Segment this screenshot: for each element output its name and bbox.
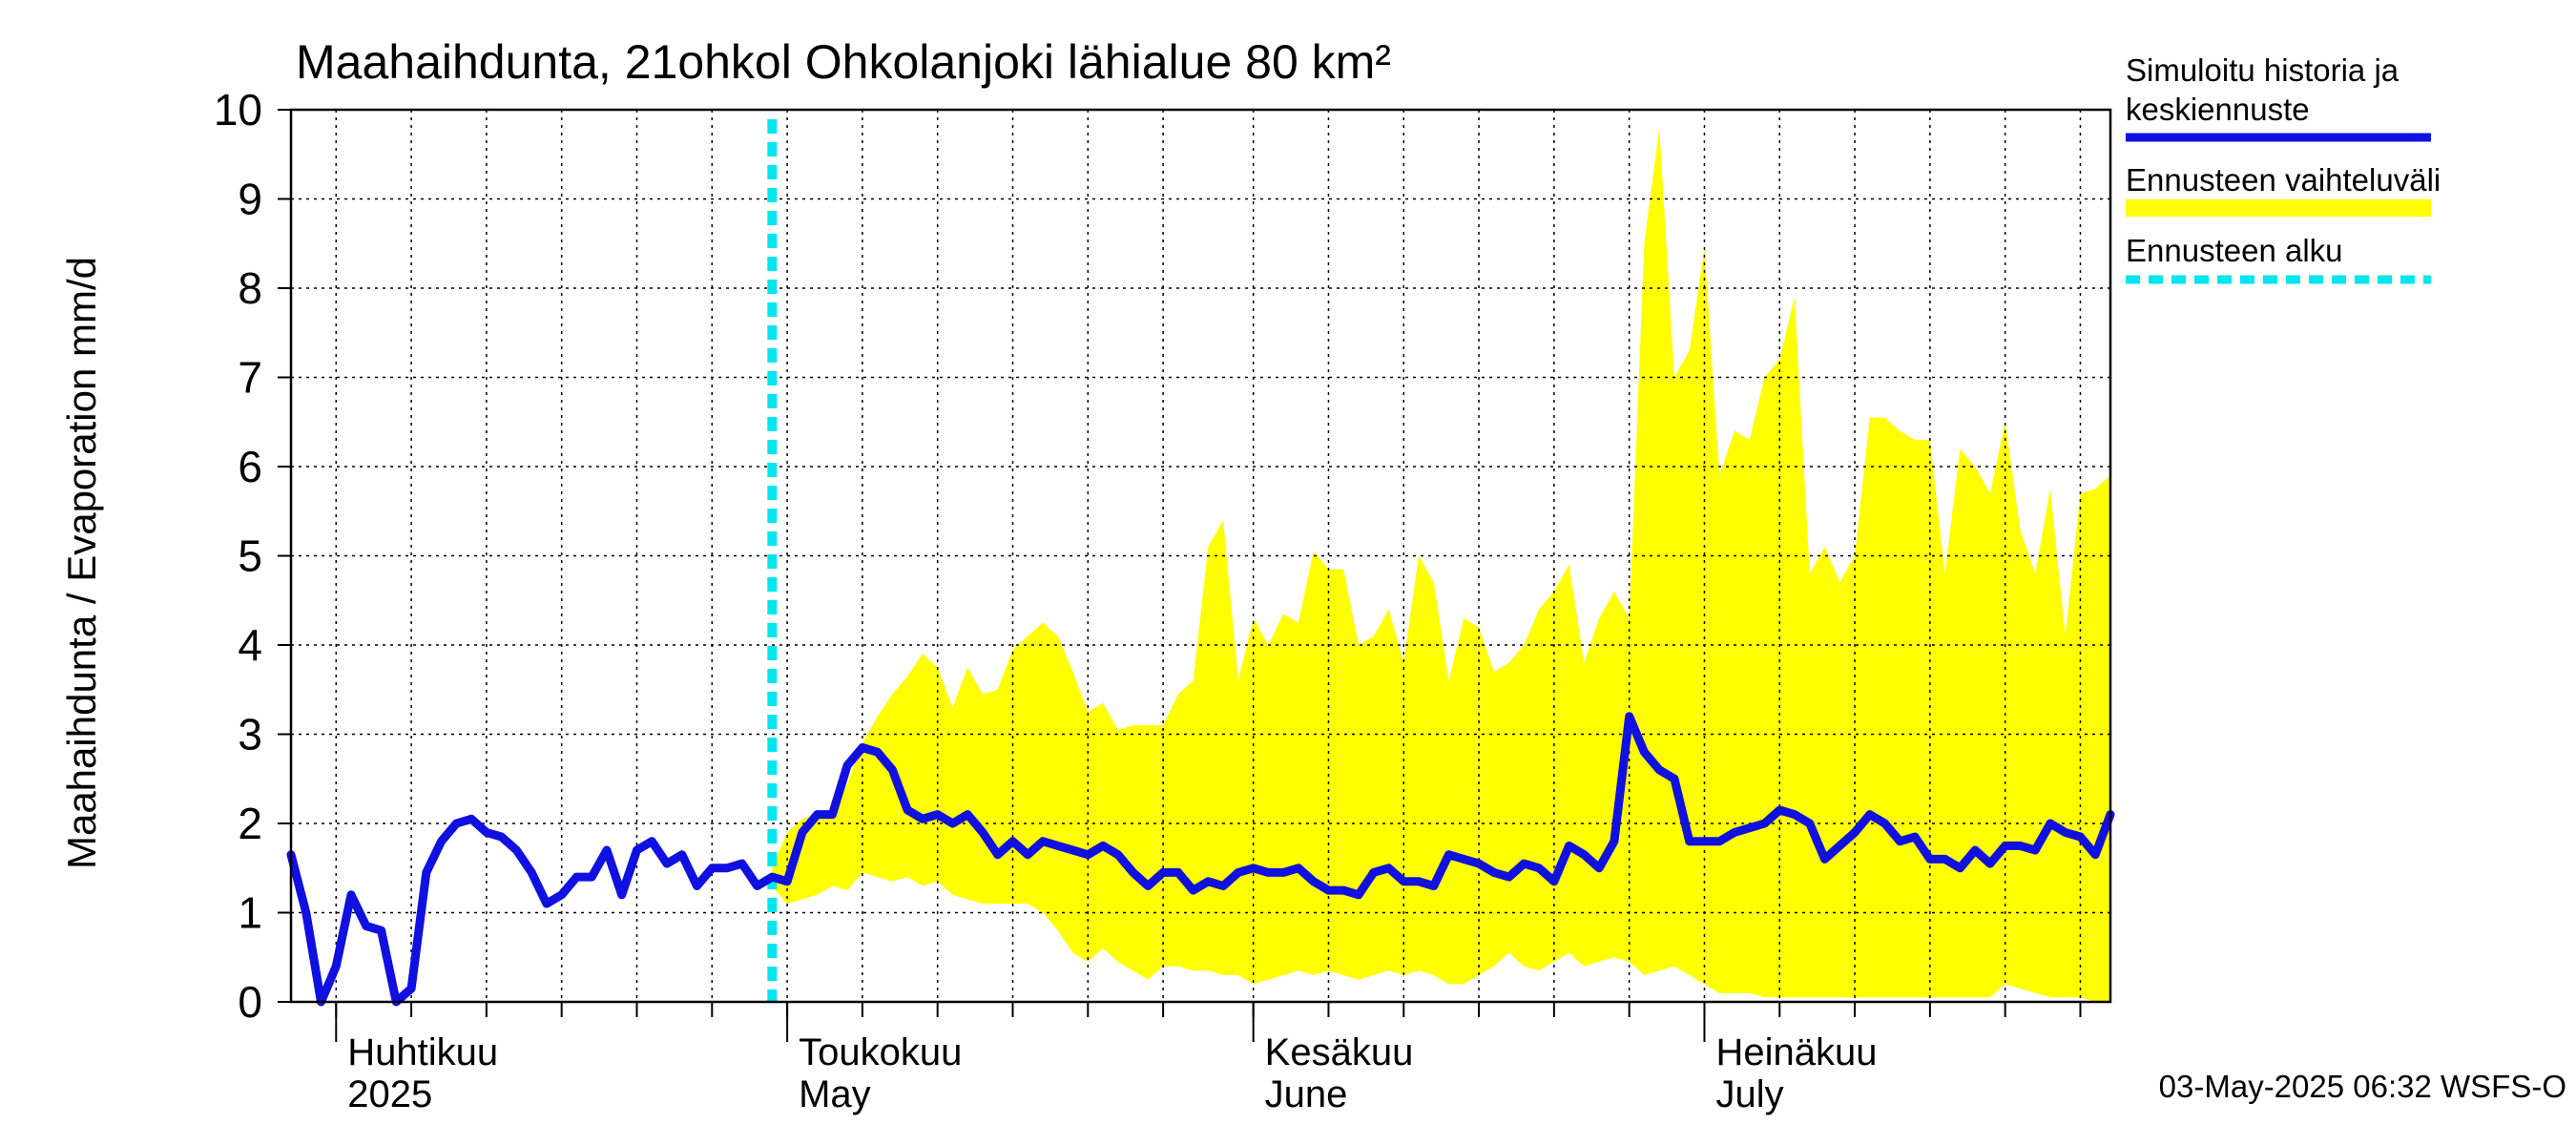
y-tick-label: 7 — [238, 353, 262, 403]
y-tick-label: 9 — [238, 175, 262, 224]
x-month-label: Huhtikuu — [347, 1031, 498, 1073]
x-month-label: Heinäkuu — [1715, 1031, 1877, 1073]
legend-label: keskiennuste — [2126, 92, 2310, 127]
y-tick-label: 5 — [238, 531, 262, 581]
x-month-sublabel: May — [799, 1073, 871, 1115]
legend-swatch-range — [2126, 199, 2431, 217]
chart-title: Maahaihdunta, 21ohkol Ohkolanjoki lähial… — [296, 35, 1391, 89]
y-tick-label: 10 — [214, 85, 262, 135]
y-tick-label: 8 — [238, 263, 262, 313]
y-tick-label: 2 — [238, 799, 262, 848]
forecast-range-band — [772, 127, 2110, 1002]
y-axis-label: Maahaihdunta / Evaporation mm/d — [59, 257, 104, 869]
y-tick-label: 4 — [238, 620, 262, 670]
x-month-sublabel: June — [1265, 1073, 1348, 1115]
x-month-sublabel: July — [1715, 1073, 1783, 1115]
x-month-label: Kesäkuu — [1265, 1031, 1414, 1073]
y-tick-label: 1 — [238, 888, 262, 938]
legend-label: Ennusteen alku — [2126, 233, 2343, 268]
y-tick-label: 3 — [238, 710, 262, 760]
legend-label: Ennusteen vaihteluväli — [2126, 162, 2441, 198]
legend-label: Simuloitu historia ja — [2126, 52, 2399, 88]
mean-forecast-line — [286, 712, 2115, 1007]
y-tick-label: 6 — [238, 442, 262, 491]
y-tick-label: 0 — [238, 977, 262, 1027]
x-month-sublabel: 2025 — [347, 1073, 432, 1115]
x-month-label: Toukokuu — [799, 1031, 962, 1073]
plot-frame — [289, 108, 2112, 1004]
footer-timestamp: 03-May-2025 06:32 WSFS-O — [2159, 1069, 2566, 1104]
legend: Simuloitu historia ja keskiennuste Ennuste… — [2126, 52, 2441, 284]
